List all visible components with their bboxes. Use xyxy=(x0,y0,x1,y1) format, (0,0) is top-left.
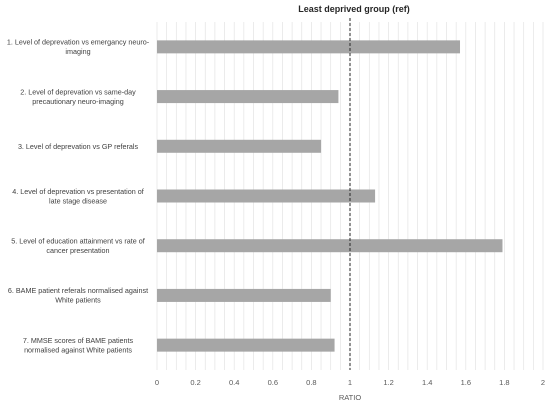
reference-line-group: Least deprived group (ref) xyxy=(298,4,410,370)
x-tick-label: 0.4 xyxy=(229,378,239,387)
category-label: 2. Level of deprevation vs same-day preca… xyxy=(20,87,136,106)
bar xyxy=(157,40,461,54)
category-labels: 1. Level of deprevation vs emergancy neu… xyxy=(7,38,150,355)
bar xyxy=(157,139,322,153)
category-label: 4. Level of deprevation vs presentation … xyxy=(12,187,143,206)
bar xyxy=(157,90,339,104)
category-label: 6. BAME patient referals normalised agai… xyxy=(8,286,148,305)
x-axis-title: RATIO xyxy=(339,393,362,402)
reference-label: Least deprived group (ref) xyxy=(298,4,410,14)
bar xyxy=(157,239,503,253)
x-tick-label: 1.8 xyxy=(499,378,509,387)
x-tick-label: 1 xyxy=(348,378,352,387)
category-label: 1. Level of deprevation vs emergancy neu… xyxy=(7,38,150,57)
bar xyxy=(157,338,335,352)
x-tick-label: 1.6 xyxy=(461,378,471,387)
x-tick-label: 0.8 xyxy=(306,378,316,387)
x-tick-label: 2 xyxy=(541,378,545,387)
category-label: 3. Level of deprevation vs GP referals xyxy=(18,142,139,151)
bars xyxy=(157,40,503,352)
category-label: 7. MMSE scores of BAME patients normalise… xyxy=(23,336,134,355)
x-tick-label: 1.2 xyxy=(383,378,393,387)
x-tick-labels: 0 0.2 0.4 0.6 0.8 1 1.2 1.4 1.6 1.8 2 xyxy=(155,378,545,387)
category-label: 5. Level of education attainment vs rate… xyxy=(11,236,144,255)
bar xyxy=(157,189,376,203)
x-tick-label: 0.6 xyxy=(268,378,278,387)
x-tick-label: 0.2 xyxy=(190,378,200,387)
x-tick-label: 0 xyxy=(155,378,159,387)
bar xyxy=(157,288,331,302)
x-tick-label: 1.4 xyxy=(422,378,432,387)
